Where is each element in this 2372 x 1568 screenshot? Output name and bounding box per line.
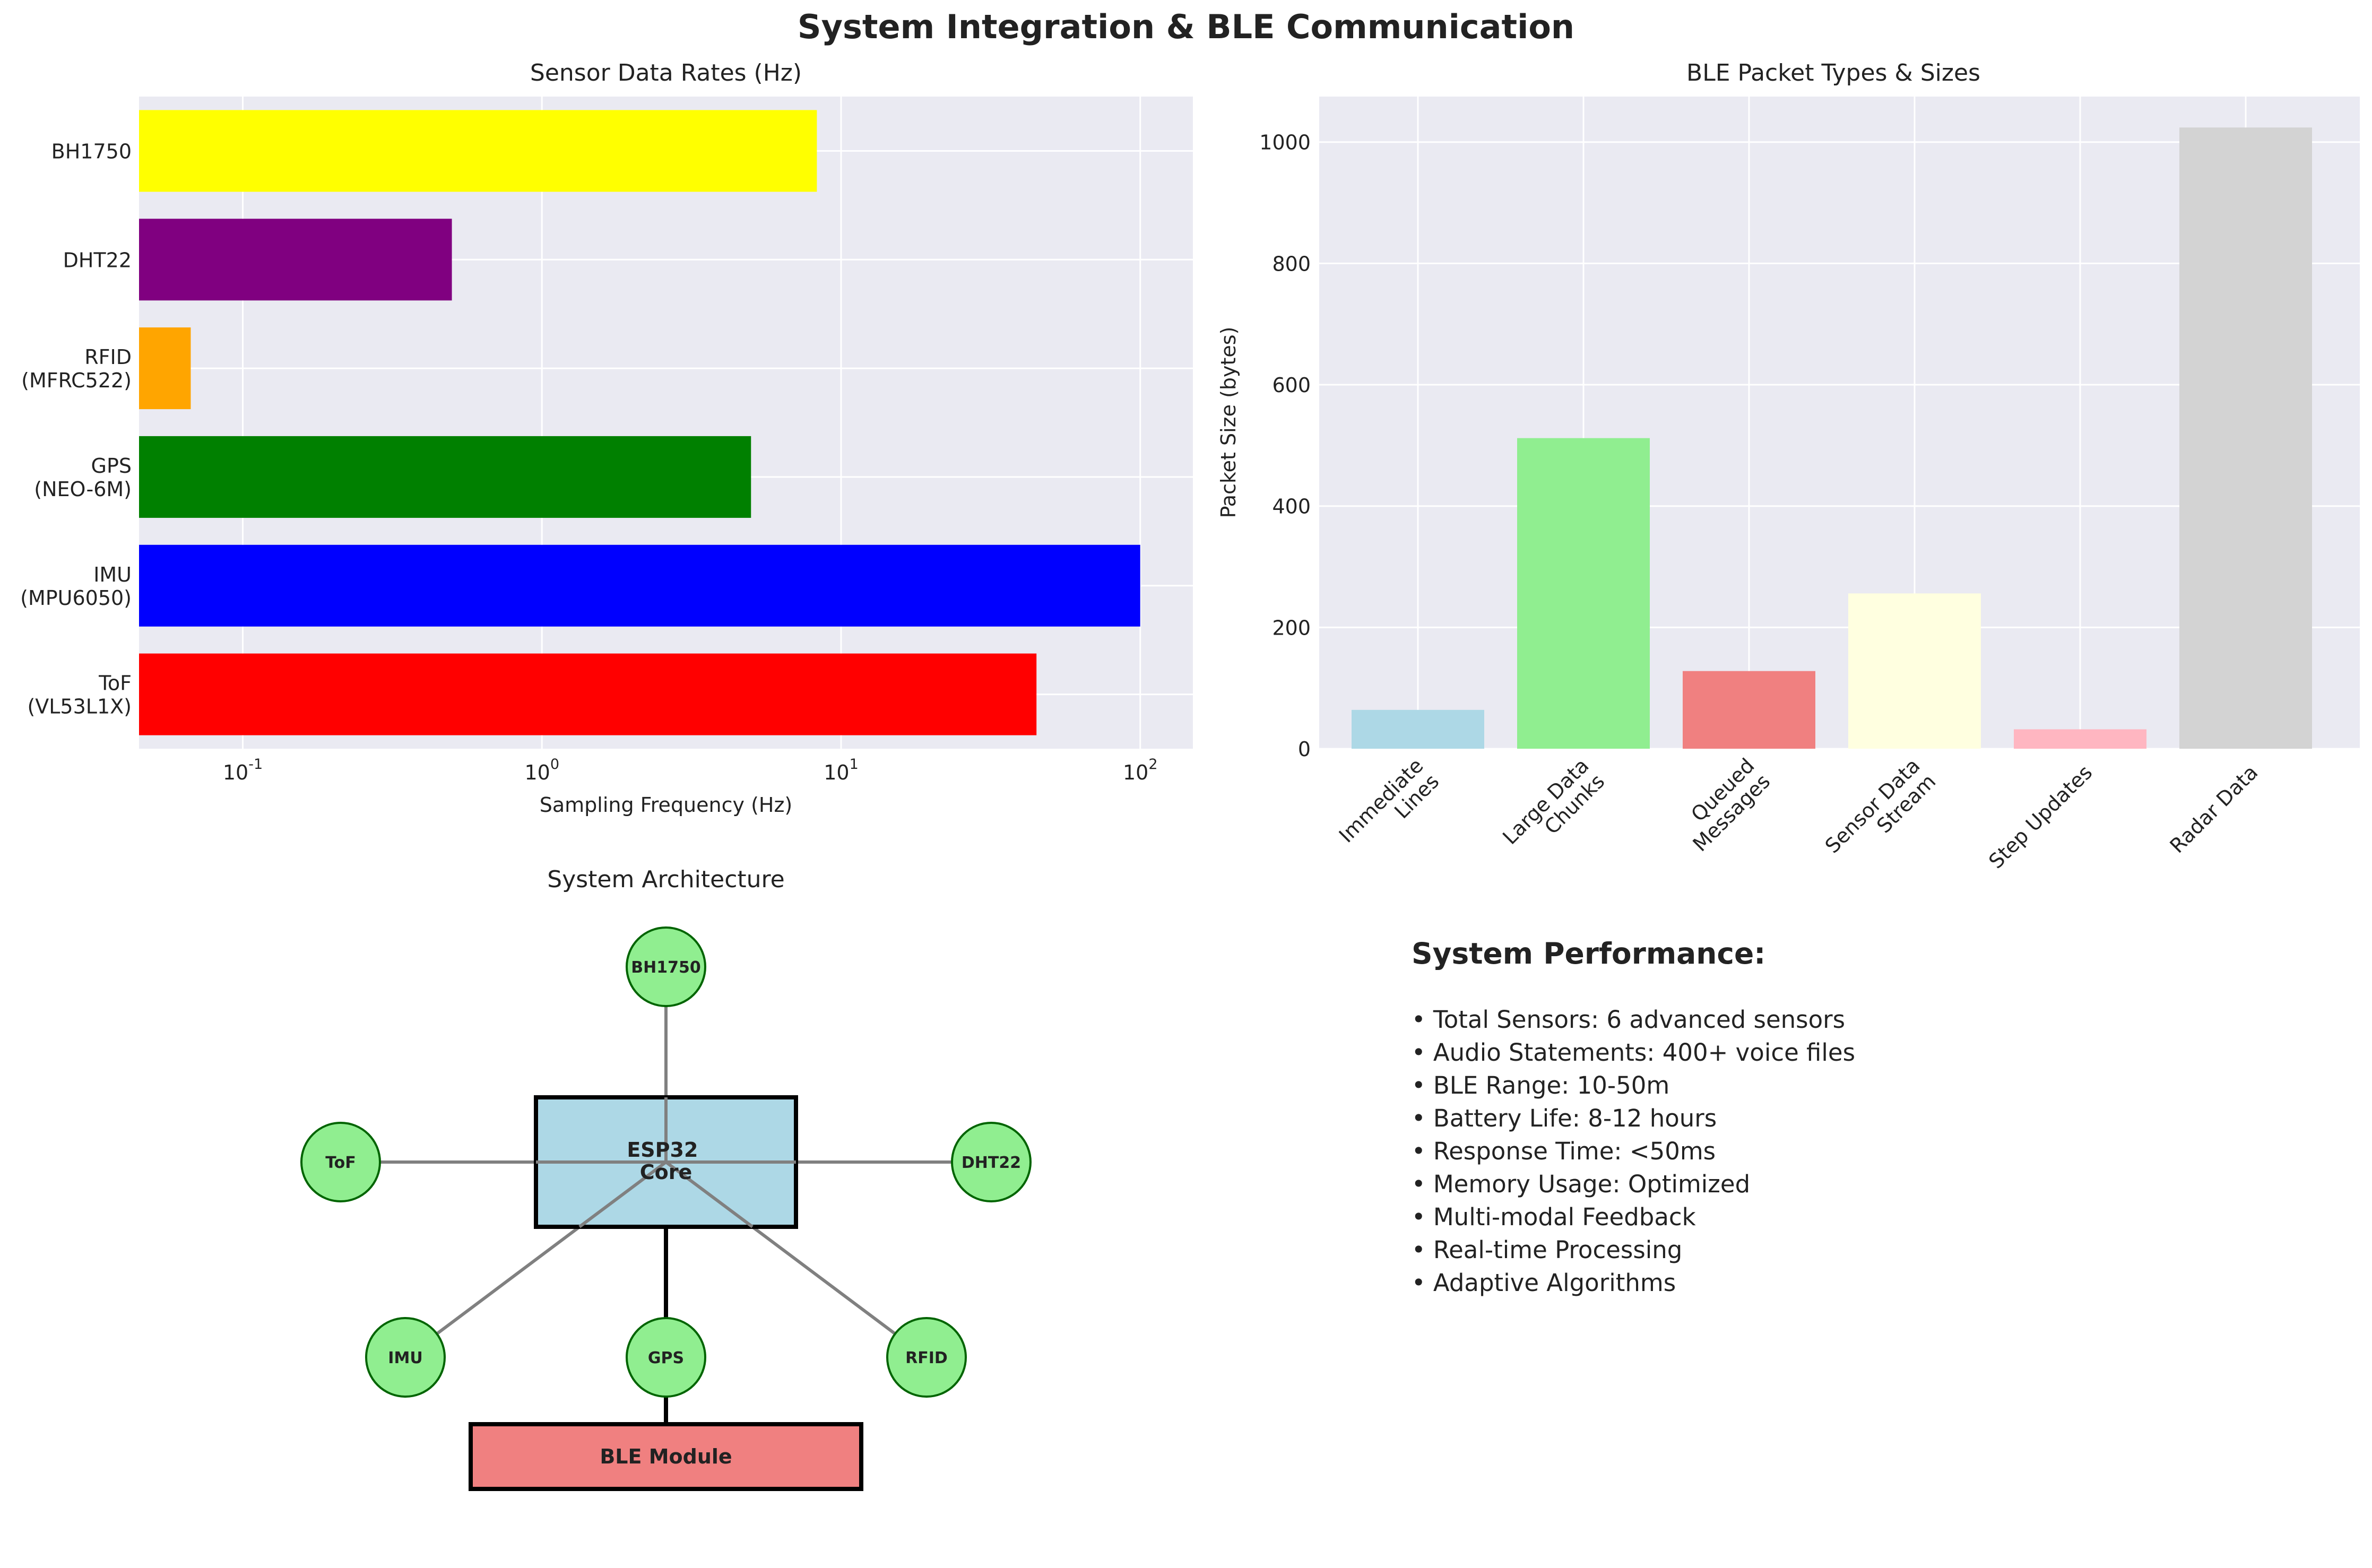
bar-radar-data (2179, 127, 2312, 749)
x-tick-label: 10-1 (223, 756, 263, 784)
y-tick-label: 400 (1272, 495, 1311, 518)
performance-item: • Adaptive Algorithms (1412, 1269, 1676, 1297)
sensor-node-label: IMU (388, 1349, 422, 1367)
y-tick-label: ToF (VL53L1X) (27, 672, 132, 718)
y-tick-label: IMU (MPU6050) (20, 563, 132, 610)
bar-step-updates (2014, 729, 2146, 749)
sensor-node-label: BH1750 (631, 958, 700, 977)
y-tick-label: BH1750 (51, 140, 132, 163)
performance-item: • Real-time Processing (1412, 1236, 1683, 1264)
y-tick-label: RFID (MFRC522) (21, 345, 132, 392)
performance-panel: System Performance: • Total Sensors: 6 a… (1412, 937, 2207, 1300)
performance-item: • Audio Statements: 400+ voice files (1412, 1038, 1856, 1067)
ble-packets-y-label: Packet Size (bytes) (1217, 327, 1240, 518)
sensor-node-imu (365, 1317, 446, 1398)
ble-packets-y-ticks: 0 200 400 600 800 1000 (1259, 131, 1311, 761)
bar-sensor-data-stream (1848, 593, 1981, 749)
sensor-node-rfid (886, 1317, 967, 1398)
sensor-rates-x-ticks: 10-1 100 101 102 (223, 756, 1158, 784)
performance-item: • Response Time: <50ms (1412, 1137, 1716, 1165)
sensor-node-label: ToF (325, 1154, 356, 1172)
bar-imu-mpu6050 (139, 544, 1140, 627)
x-tick-label: Radar Data (2166, 760, 2263, 857)
y-tick-label: 0 (1298, 738, 1311, 761)
performance-item: • Total Sensors: 6 advanced sensors (1412, 1006, 1846, 1034)
bar-immediate-lines (1352, 709, 1484, 749)
x-tick-label: ImmediateLines (1335, 754, 1444, 863)
bar-dht22 (139, 219, 452, 301)
bar-gps-neo-6m (139, 436, 751, 518)
architecture-diagram: System Architecture ESP32 Core BH1750 ToF… (300, 866, 1032, 1491)
x-tick-label: QueuedMessages (1673, 754, 1775, 856)
sensor-rates-plot-area (139, 97, 1193, 749)
y-tick-label: 800 (1272, 252, 1311, 275)
x-tick-label: 102 (1123, 756, 1158, 784)
sensor-node-tof (300, 1122, 381, 1202)
ble-module-box (469, 1422, 863, 1491)
performance-title: System Performance: (1412, 937, 1766, 971)
bar-rfid-mfrc522 (139, 327, 191, 410)
ble-packets-chart: BLE Packet Types & Sizes 0 200 400 600 800 10… (1217, 59, 2360, 873)
architecture-title: System Architecture (547, 866, 784, 893)
performance-list: • Total Sensors: 6 advanced sensors • Aud… (1412, 1003, 2207, 1300)
sensor-node-dht22 (951, 1122, 1032, 1202)
esp32-core-label-line1: ESP32 (627, 1138, 698, 1162)
ble-packets-bars (1352, 127, 2312, 749)
sensor-node-label: RFID (905, 1349, 948, 1367)
y-tick-label: 600 (1272, 374, 1311, 397)
bar-large-data-chunks (1517, 438, 1650, 749)
sensor-rates-x-label: Sampling Frequency (Hz) (540, 793, 793, 817)
x-tick-label: 101 (824, 756, 859, 784)
link-rfid-overlay (665, 1160, 754, 1228)
performance-item: • BLE Range: 10-50m (1412, 1071, 1670, 1099)
sensor-node-gps (626, 1317, 706, 1398)
performance-item: • Memory Usage: Optimized (1412, 1170, 1751, 1198)
x-tick-label: Step Updates (1984, 760, 2097, 873)
ble-module-label: BLE Module (600, 1445, 732, 1468)
x-tick-label: 100 (524, 756, 559, 784)
sensor-node-label: GPS (648, 1349, 684, 1367)
architecture-links-overlay (536, 1097, 796, 1228)
x-tick-label: Large DataChunks (1498, 754, 1609, 865)
bar-tof-vl53l1x (139, 653, 1037, 735)
y-tick-label: GPS (NEO-6M) (34, 454, 132, 501)
ble-packets-x-ticks: ImmediateLines Large DataChunks QueuedMess… (1335, 754, 2263, 874)
figure-title: System Integration & BLE Communication (798, 7, 1574, 46)
sensor-rates-title: Sensor Data Rates (Hz) (530, 59, 802, 86)
performance-item: • Multi-modal Feedback (1412, 1203, 1696, 1231)
sensor-rates-bars (139, 110, 1140, 735)
sensor-nodes: BH1750 ToF DHT22 IMU GPS RFID (300, 926, 1032, 1398)
sensor-rates-chart: Sensor Data Rates (Hz) 10-1 100 101 102 ToF… (20, 59, 1193, 817)
sensor-rates-y-ticks: ToF (VL53L1X) IMU (MPU6050) GPS (NEO-6M) RFID(… (20, 140, 132, 718)
bar-bh1750 (139, 110, 817, 192)
sensor-node-bh1750 (626, 926, 706, 1007)
bar-queued-messages (1683, 671, 1815, 749)
performance-item: • Battery Life: 8-12 hours (1412, 1104, 1717, 1132)
x-tick-label: Sensor DataStream (1821, 754, 1941, 874)
y-tick-label: 200 (1272, 616, 1311, 639)
sensor-node-label: DHT22 (962, 1154, 1021, 1172)
esp32-core-label-line2: Core (640, 1160, 692, 1184)
ble-packets-title: BLE Packet Types & Sizes (1686, 59, 1980, 86)
link-imu-overlay (578, 1160, 667, 1228)
y-tick-label: DHT22 (63, 248, 132, 272)
esp32-core-label: ESP32 Core (627, 1138, 705, 1184)
y-tick-label: 1000 (1259, 131, 1311, 154)
